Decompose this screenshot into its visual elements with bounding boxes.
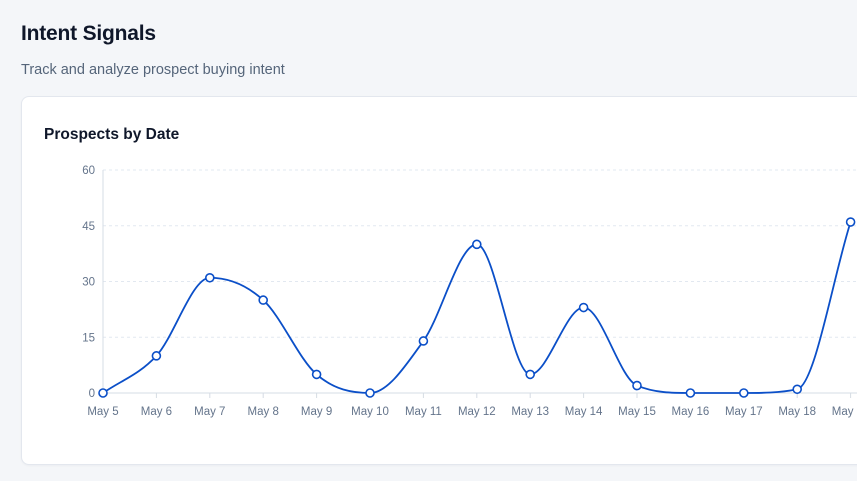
page-subtitle: Track and analyze prospect buying intent [21, 62, 285, 78]
data-point [365, 388, 375, 398]
x-tick-label: May 12 [458, 406, 496, 418]
data-point [471, 239, 482, 250]
data-point [738, 388, 749, 398]
prospects-line-chart: 0 15 30 45 60 May 5 May 6 May 7 May 8 May 9 May 10… [82, 165, 857, 418]
y-tick-label: 60 [82, 165, 95, 177]
x-tick-label: May 16 [672, 406, 710, 418]
data-point [98, 388, 108, 398]
data-point [418, 336, 429, 346]
data-point [632, 380, 642, 391]
data-point [151, 351, 162, 361]
y-tick-label: 30 [82, 277, 95, 289]
x-tick-label: May 6 [141, 406, 172, 418]
data-point [792, 384, 803, 395]
x-tick-label: May 9 [301, 406, 332, 418]
chart-card-title: Prospects by Date [44, 126, 180, 143]
x-tick-label: May 15 [618, 406, 656, 418]
x-tick-label: May 10 [351, 406, 389, 418]
data-point [258, 295, 268, 305]
x-tick-label: May 11 [405, 406, 442, 418]
x-tick-label: May 19 [832, 406, 857, 418]
x-tick-label: May 14 [565, 406, 603, 418]
data-point [205, 272, 215, 283]
data-point [685, 388, 696, 398]
y-tick-label: 45 [82, 221, 95, 233]
x-tick-label: May 5 [87, 406, 118, 418]
page-title: Intent Signals [21, 22, 156, 45]
y-tick-label: 0 [89, 388, 95, 400]
x-tick-label: May 7 [194, 406, 225, 418]
data-point [578, 302, 589, 313]
data-point [525, 369, 536, 380]
x-tick-label: May 13 [511, 406, 549, 418]
x-tick-label: May 8 [248, 406, 279, 418]
y-tick-label: 15 [82, 332, 95, 344]
prospects-chart-card: Prospects by Date 0 15 30 45 60 May 5 May 6 May… [21, 96, 857, 465]
series-line [102, 221, 852, 394]
page-header: Intent Signals Track and analyze prospec… [21, 20, 285, 80]
x-tick-label: May 17 [725, 406, 763, 418]
x-tick-label: May 18 [778, 406, 816, 418]
data-point [311, 369, 322, 380]
data-point [845, 217, 856, 227]
